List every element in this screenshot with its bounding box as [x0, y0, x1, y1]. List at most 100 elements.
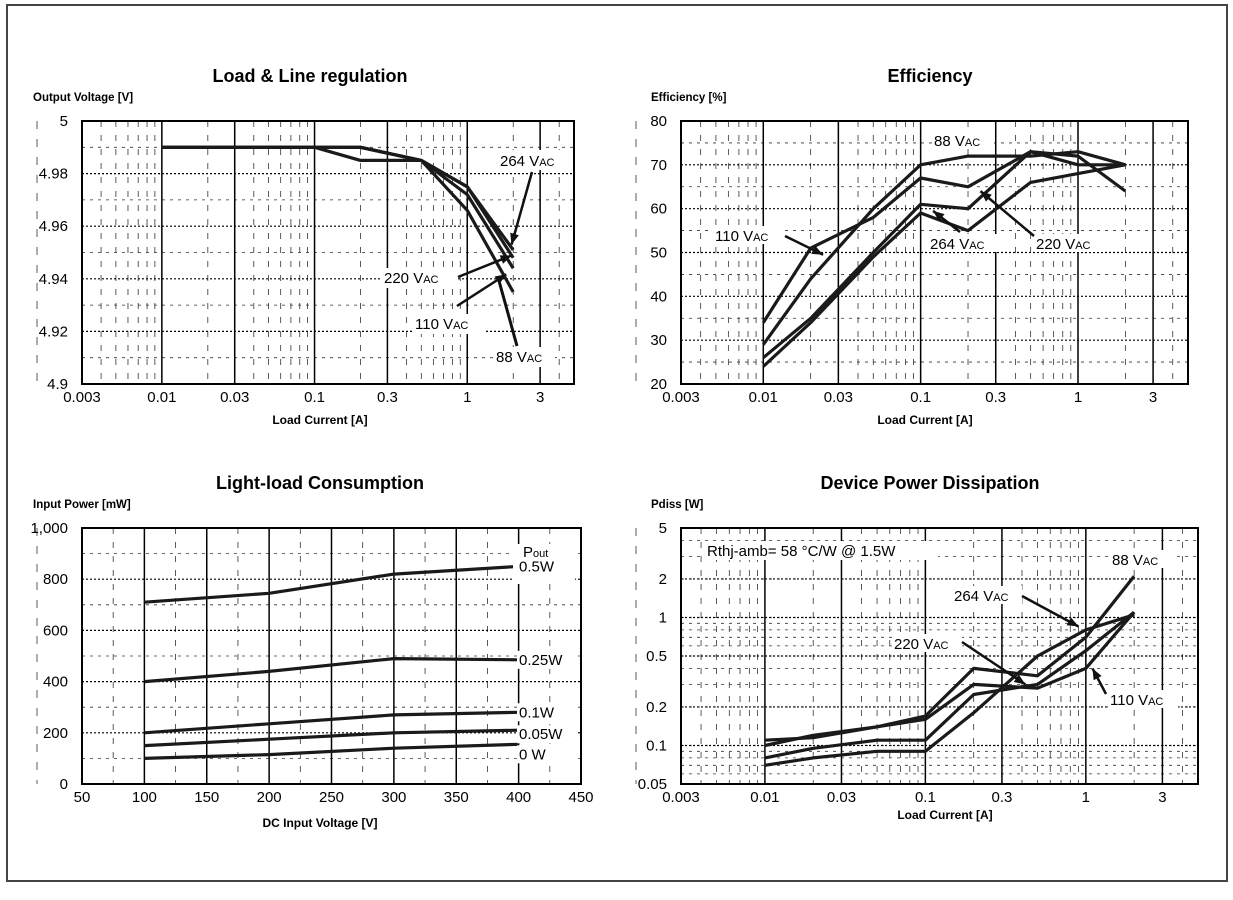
x-axis-label: Load Current [A]	[272, 413, 368, 427]
y-tick-label: 40	[650, 288, 667, 305]
annotation-arrowhead	[1013, 674, 1026, 685]
y-tick-label: 70	[650, 157, 667, 174]
series-line	[764, 613, 1135, 767]
annotation-label: 88 VAC	[496, 349, 542, 366]
x-tick-label: 0.03	[827, 789, 856, 806]
annotation-label: 110 VAC	[415, 316, 468, 333]
x-tick-label: 0.1	[910, 389, 931, 406]
x-tick-label: 0.3	[985, 389, 1006, 406]
series-label: 0.1W	[519, 704, 555, 721]
y-tick-label: 4.92	[39, 323, 68, 340]
x-tick-label: 250	[319, 789, 344, 806]
annotation-label: 220 VAC	[1036, 236, 1091, 253]
x-tick-label: 1	[463, 389, 471, 406]
annotation-label: 220 VAC	[384, 270, 439, 287]
series-line	[762, 163, 1126, 368]
series-line	[144, 656, 519, 684]
x-tick-label: 0.03	[824, 389, 853, 406]
series-line	[764, 611, 1136, 748]
y-tick-label: 50	[650, 245, 667, 262]
x-tick-label: 450	[568, 789, 593, 806]
annotation-label: 110 VAC	[1110, 692, 1163, 709]
annotation-arrowhead	[811, 245, 824, 255]
x-tick-label: 150	[194, 789, 219, 806]
series-line	[144, 742, 519, 760]
label-bg	[493, 347, 555, 367]
note-bg	[704, 541, 938, 560]
y-tick-label: 5	[60, 113, 68, 130]
y-tick-label: 0.1	[646, 737, 667, 754]
label-bg	[381, 268, 457, 288]
x-tick-label: 0.1	[915, 789, 936, 806]
annotation-label: 110 VAC	[715, 228, 768, 245]
plot-border	[81, 120, 575, 385]
label-bg	[412, 314, 486, 334]
annotation-label: 264 VAC	[954, 588, 1009, 605]
label-bg	[1110, 550, 1176, 568]
annotation-label: 220 VAC	[894, 636, 949, 653]
x-tick-label: 0.03	[220, 389, 249, 406]
x-tick-label: 0.003	[63, 389, 101, 406]
y-tick-label: 1,000	[30, 520, 68, 537]
label-bg	[1108, 690, 1178, 708]
label-bg	[952, 586, 1022, 604]
y-tick-label: 800	[43, 571, 68, 588]
y-axis-label: Input Power [mW]	[33, 499, 131, 511]
y-axis-label: Pdiss [W]	[651, 499, 704, 511]
x-tick-label: 400	[506, 789, 531, 806]
y-tick-label: 0.5	[646, 648, 667, 665]
y-tick-label: 60	[650, 201, 667, 218]
label-bg	[517, 745, 577, 764]
series-line	[764, 610, 1136, 760]
annotation-label: 88 VAC	[1112, 552, 1158, 569]
series-line	[161, 145, 515, 251]
y-tick-label: 80	[650, 113, 667, 130]
annotation-leader	[496, 278, 519, 347]
x-tick-label: 0.01	[750, 789, 779, 806]
y-tick-label: 0	[60, 776, 68, 793]
annotation-arrowhead	[933, 210, 945, 222]
annotation-arrowhead	[510, 232, 519, 245]
x-tick-label: 0.003	[662, 789, 700, 806]
label-bg	[928, 234, 998, 252]
y-tick-label: 2	[659, 571, 667, 588]
x-tick-label: 0.01	[147, 389, 176, 406]
x-tick-label: 0.01	[749, 389, 778, 406]
legend-title: Pout	[523, 544, 548, 561]
x-tick-label: 0.1	[304, 389, 325, 406]
chart-title: Light-load Consumption	[216, 473, 424, 493]
annotation-label: 264 VAC	[930, 236, 985, 253]
y-tick-label: 4.96	[39, 218, 68, 235]
series-line	[761, 150, 1127, 324]
x-tick-label: 50	[74, 789, 91, 806]
y-tick-label: 1	[659, 609, 667, 626]
x-tick-label: 1	[1074, 389, 1082, 406]
x-tick-label: 200	[257, 789, 282, 806]
chart-title: Load & Line regulation	[212, 66, 408, 86]
y-tick-label: 30	[650, 332, 667, 349]
chart-note: Rthj-amb= 58 °C/W @ 1.5W	[707, 543, 896, 560]
y-tick-label: 400	[43, 674, 68, 691]
label-bg	[497, 150, 569, 170]
x-axis-label: Load Current [A]	[897, 808, 993, 822]
series-line	[762, 150, 1126, 346]
x-tick-label: 3	[1158, 789, 1166, 806]
label-bg	[517, 703, 577, 722]
y-axis-label: Output Voltage [V]	[33, 92, 134, 104]
series-line	[144, 710, 519, 735]
annotation-arrowhead	[499, 255, 512, 264]
x-tick-label: 350	[444, 789, 469, 806]
label-bg	[892, 634, 962, 652]
label-bg	[517, 725, 577, 744]
series-label: 0 W	[519, 746, 547, 763]
annotation-arrowhead	[1066, 617, 1079, 627]
plot-border	[680, 120, 1189, 385]
label-bg	[1034, 234, 1104, 252]
label-bg	[517, 650, 577, 669]
annotation-arrowhead	[980, 191, 992, 202]
chart-title: Device Power Dissipation	[820, 473, 1040, 493]
series-line	[762, 150, 1126, 359]
